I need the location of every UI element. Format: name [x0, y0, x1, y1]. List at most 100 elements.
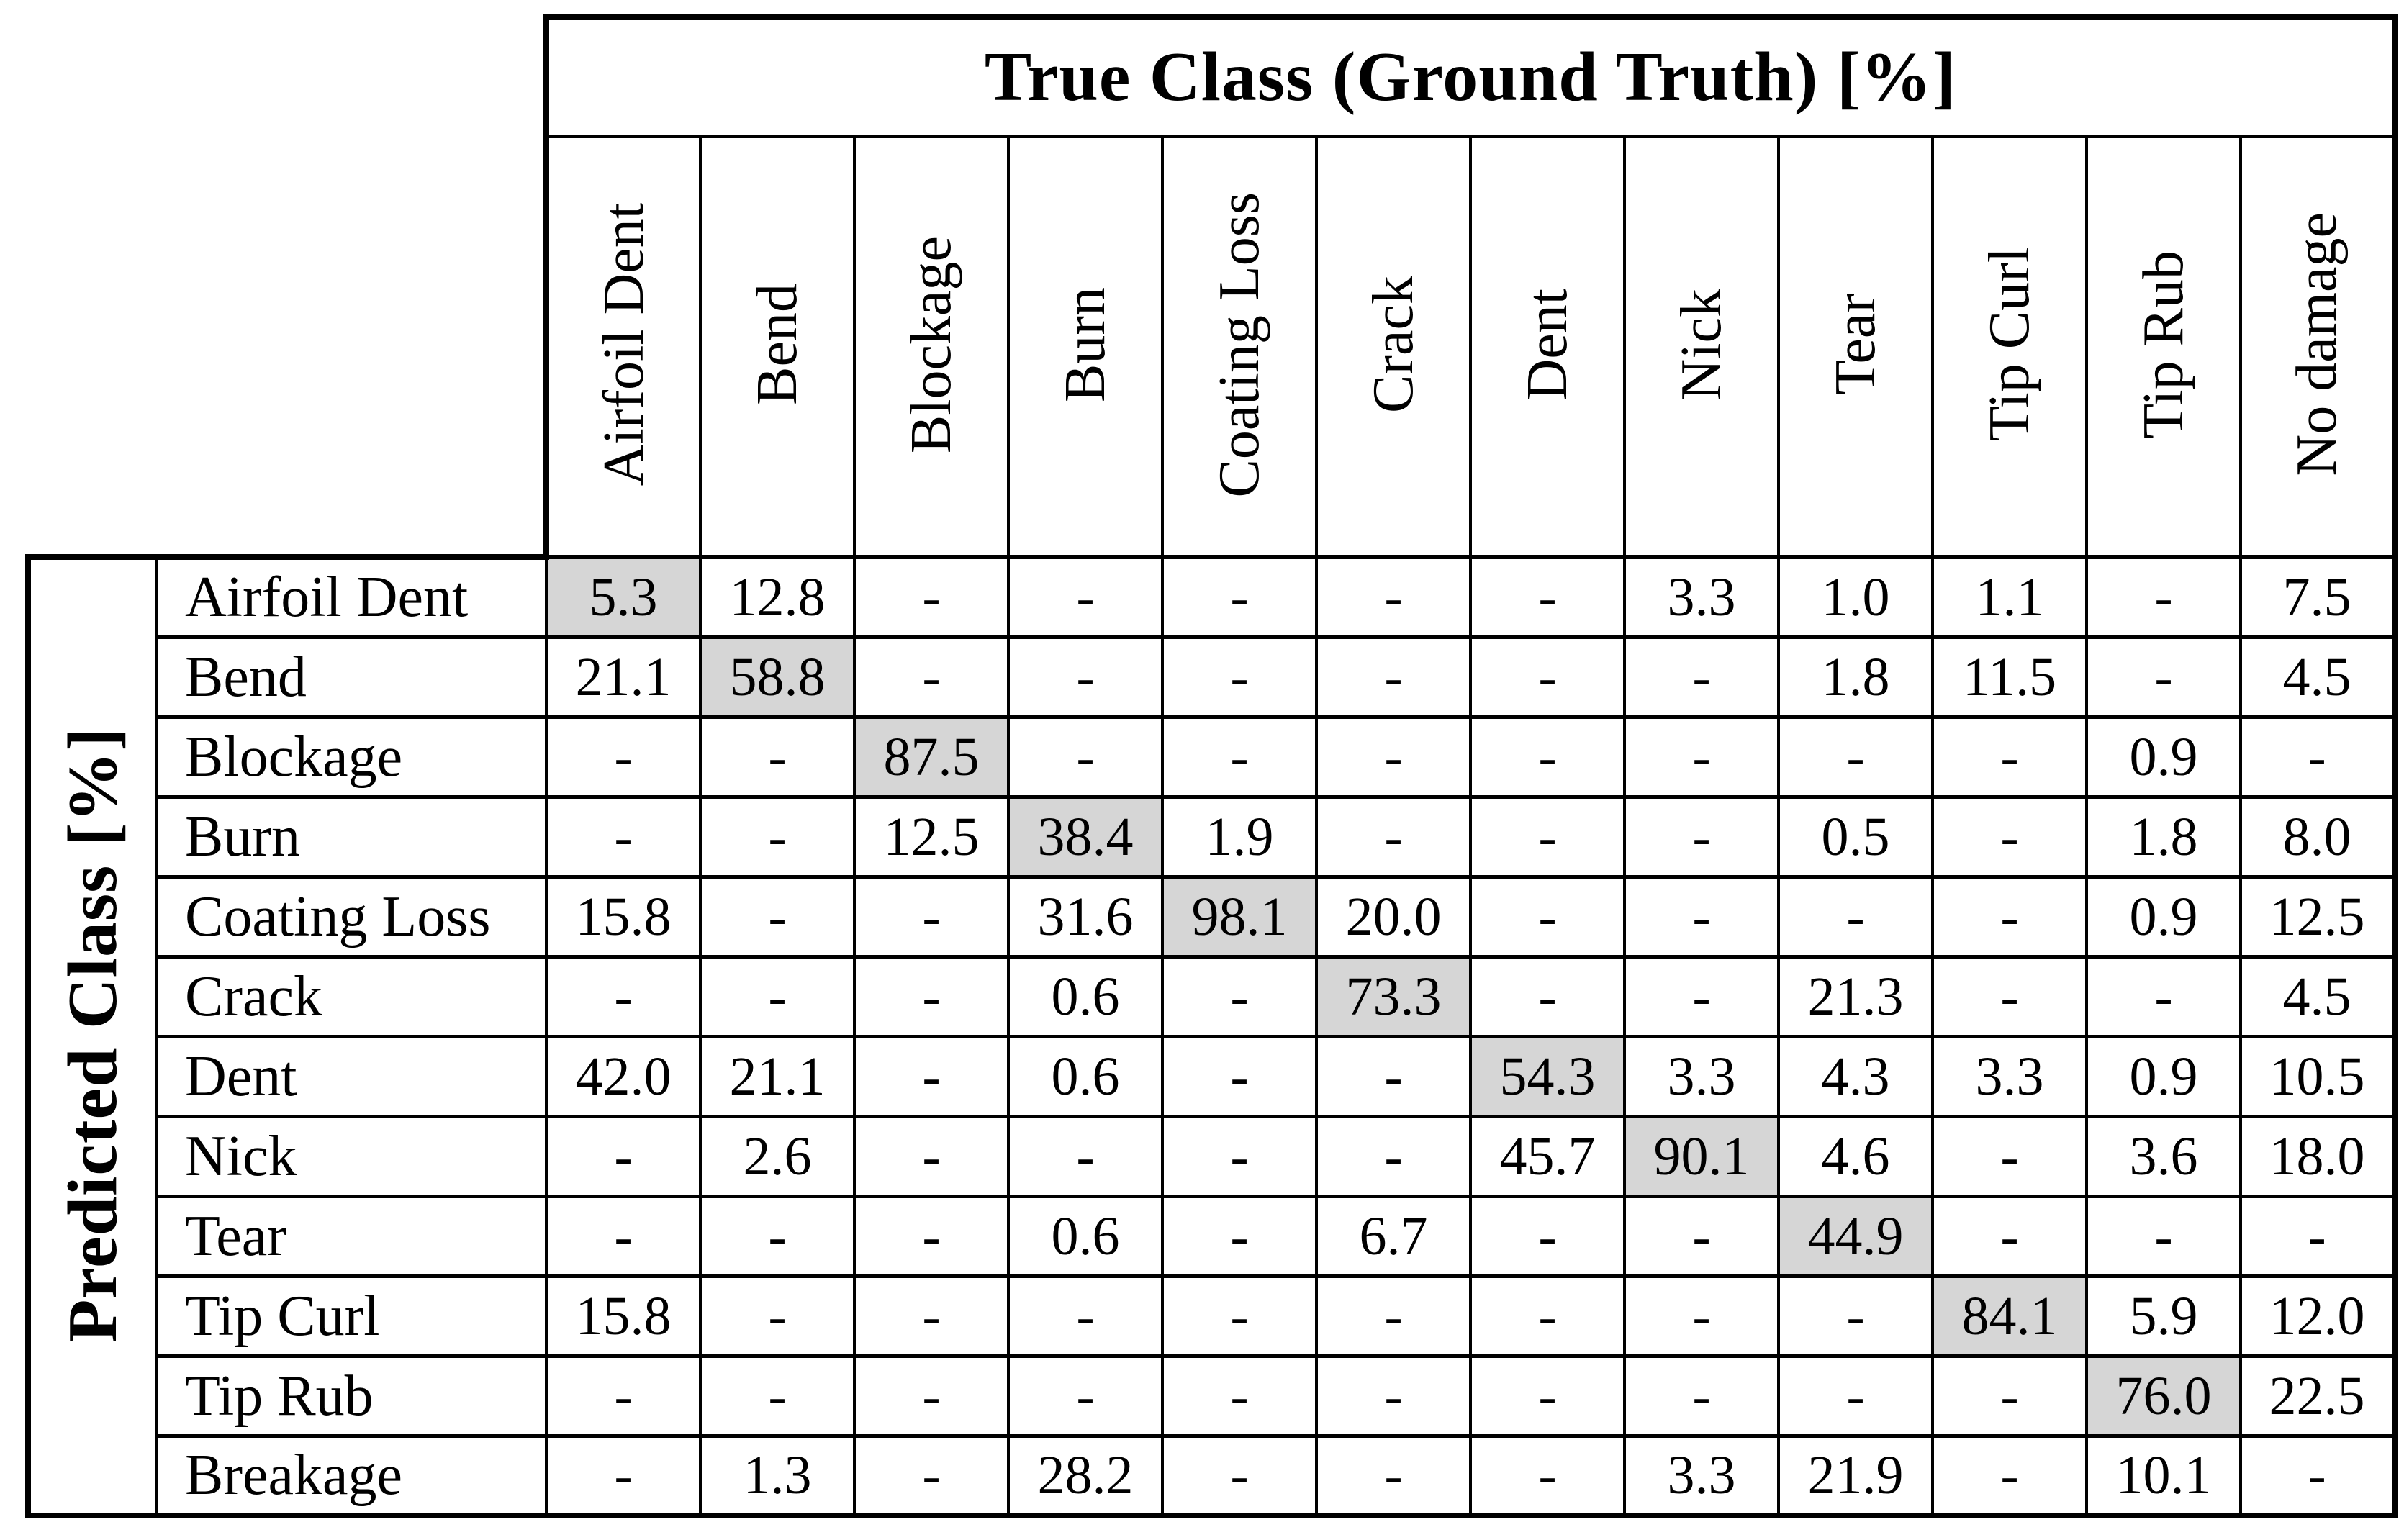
cell-tear-burn: 0.6: [1007, 1194, 1164, 1278]
cell-nick-nick: 90.1: [1623, 1114, 1780, 1198]
cell-tip-curl-coating-loss: -: [1161, 1274, 1318, 1358]
cell-breakage-tip-rub: 10.1: [2085, 1433, 2242, 1518]
x-axis-title: True Class (Ground Truth) [%]: [543, 14, 2398, 138]
cell-blockage-tip-rub: 0.9: [2085, 715, 2242, 799]
matrix-row-bend: Bend 21.1 58.8- - - - - -1.8 11.5-4.5: [28, 635, 2398, 719]
cell-tip-rub-burn: -: [1007, 1354, 1164, 1438]
cell-coating-loss-tear: -: [1777, 874, 1934, 959]
cell-bend-burn: -: [1007, 635, 1164, 719]
cell-airfoil-dent-no-damage: 7.5: [2239, 555, 2398, 639]
cell-coating-loss-airfoil-dent: 15.8: [545, 874, 702, 959]
cell-burn-tear: 0.5: [1777, 794, 1934, 879]
col-header-label: Airfoil Dent: [592, 203, 656, 486]
cell-bend-tip-curl: 11.5: [1931, 635, 2088, 719]
cell-coating-loss-burn: 31.6: [1007, 874, 1164, 959]
cell-bend-crack: -: [1315, 635, 1472, 719]
cell-airfoil-dent-airfoil-dent: 5.3: [545, 555, 702, 639]
cell-crack-coating-loss: -: [1161, 954, 1318, 1038]
cell-airfoil-dent-tip-rub: -: [2085, 555, 2242, 639]
cell-tip-curl-tear: -: [1777, 1274, 1934, 1358]
cell-blockage-tip-curl: -: [1931, 715, 2088, 799]
cell-blockage-nick: -: [1623, 715, 1780, 799]
cell-airfoil-dent-nick: 3.3: [1623, 555, 1780, 639]
cell-burn-blockage: 12.5: [853, 794, 1010, 879]
row-label-airfoil-dent: Airfoil Dent: [155, 554, 548, 639]
cell-coating-loss-nick: -: [1623, 874, 1780, 959]
col-header-dent: Dent: [1469, 134, 1626, 559]
y-axis-title-cell: Predicted Class [%]: [25, 554, 158, 1518]
cell-crack-no-damage: 4.5: [2239, 954, 2398, 1038]
cell-tip-curl-tip-rub: 5.9: [2085, 1274, 2242, 1358]
cell-nick-burn: -: [1007, 1114, 1164, 1198]
cell-bend-coating-loss: -: [1161, 635, 1318, 719]
col-header-label: Tear: [1824, 294, 1887, 396]
matrix-row-tip-curl: Tip Curl 15.8- - - - - - - -84.1 5.9 12.0: [28, 1274, 2398, 1358]
cell-crack-nick: -: [1623, 954, 1780, 1038]
row-label-blockage: Blockage: [155, 715, 548, 799]
cell-airfoil-dent-blockage: -: [853, 555, 1010, 639]
cell-dent-coating-loss: -: [1161, 1034, 1318, 1118]
cell-coating-loss-bend: -: [699, 874, 856, 959]
cell-burn-coating-loss: 1.9: [1161, 794, 1318, 879]
col-header-bend: Bend: [699, 134, 856, 559]
cell-breakage-nick: 3.3: [1623, 1433, 1780, 1518]
cell-dent-tear: 4.3: [1777, 1034, 1934, 1118]
cell-bend-no-damage: 4.5: [2239, 635, 2398, 719]
cell-bend-nick: -: [1623, 635, 1780, 719]
cell-crack-dent: -: [1469, 954, 1626, 1038]
row-label-crack: Crack: [155, 954, 548, 1038]
column-header-row: Airfoil Dent Bend Blockage Burn Coating Loss…: [28, 134, 2398, 559]
col-header-label: Bend: [746, 284, 809, 406]
col-header-label: Tip Curl: [1978, 247, 2041, 442]
cell-crack-blockage: -: [853, 954, 1010, 1038]
col-header-label: Coating Loss: [1208, 191, 1271, 497]
cell-airfoil-dent-tear: 1.0: [1777, 555, 1934, 639]
matrix-body: Predicted Class [%] Airfoil Dent 5.3 12.8- -…: [25, 554, 2398, 1518]
row-label-tear: Tear: [155, 1194, 548, 1278]
cell-tear-tip-rub: -: [2085, 1194, 2242, 1278]
cell-bend-blockage: -: [853, 635, 1010, 719]
cell-blockage-blockage: 87.5: [853, 715, 1010, 799]
cell-tip-curl-crack: -: [1315, 1274, 1472, 1358]
col-header-label: Blockage: [900, 235, 963, 453]
row-label-bend: Bend: [155, 635, 548, 719]
cell-airfoil-dent-burn: -: [1007, 555, 1164, 639]
col-header-crack: Crack: [1315, 134, 1472, 559]
matrix-row-tear: Tear - - -0.6-6.7- -44.9- - -: [28, 1194, 2398, 1278]
cell-burn-no-damage: 8.0: [2239, 794, 2398, 879]
matrix-row-nick: Nick -2.6- - - -45.7 90.1 4.6-3.6 18.0: [28, 1114, 2398, 1198]
cell-tip-rub-nick: -: [1623, 1354, 1780, 1438]
col-header-tip-curl: Tip Curl: [1931, 134, 2088, 559]
cell-blockage-tear: -: [1777, 715, 1934, 799]
cell-tip-rub-tip-rub: 76.0: [2085, 1354, 2242, 1438]
cell-crack-bend: -: [699, 954, 856, 1038]
y-axis-title: Predicted Class [%]: [54, 726, 132, 1343]
cell-nick-blockage: -: [853, 1114, 1010, 1198]
row-label-tip-curl: Tip Curl: [155, 1274, 548, 1358]
cell-tip-rub-dent: -: [1469, 1354, 1626, 1438]
col-header-label: Dent: [1516, 288, 1579, 401]
cell-nick-coating-loss: -: [1161, 1114, 1318, 1198]
cell-crack-crack: 73.3: [1315, 954, 1472, 1038]
cell-bend-airfoil-dent: 21.1: [545, 635, 702, 719]
cell-dent-no-damage: 10.5: [2239, 1034, 2398, 1118]
cell-burn-burn: 38.4: [1007, 794, 1164, 879]
cell-dent-tip-rub: 0.9: [2085, 1034, 2242, 1118]
cell-airfoil-dent-coating-loss: -: [1161, 555, 1318, 639]
cell-airfoil-dent-crack: -: [1315, 555, 1472, 639]
col-header-coating-loss: Coating Loss: [1161, 134, 1318, 559]
cell-tear-tear: 44.9: [1777, 1194, 1934, 1278]
cell-coating-loss-coating-loss: 98.1: [1161, 874, 1318, 959]
cell-burn-airfoil-dent: -: [545, 794, 702, 879]
cell-tear-crack: 6.7: [1315, 1194, 1472, 1278]
matrix-row-coating-loss: Coating Loss 15.8- -31.6 98.1 20.0- - - -0.9 12.…: [28, 874, 2398, 959]
cell-tear-no-damage: -: [2239, 1194, 2398, 1278]
cell-breakage-airfoil-dent: -: [545, 1433, 702, 1518]
cell-tip-curl-bend: -: [699, 1274, 856, 1358]
cell-airfoil-dent-bend: 12.8: [699, 555, 856, 639]
cell-dent-bend: 21.1: [699, 1034, 856, 1118]
cell-breakage-dent: -: [1469, 1433, 1626, 1518]
col-header-label: Tip Rub: [2132, 250, 2195, 439]
cell-tip-rub-airfoil-dent: -: [545, 1354, 702, 1438]
